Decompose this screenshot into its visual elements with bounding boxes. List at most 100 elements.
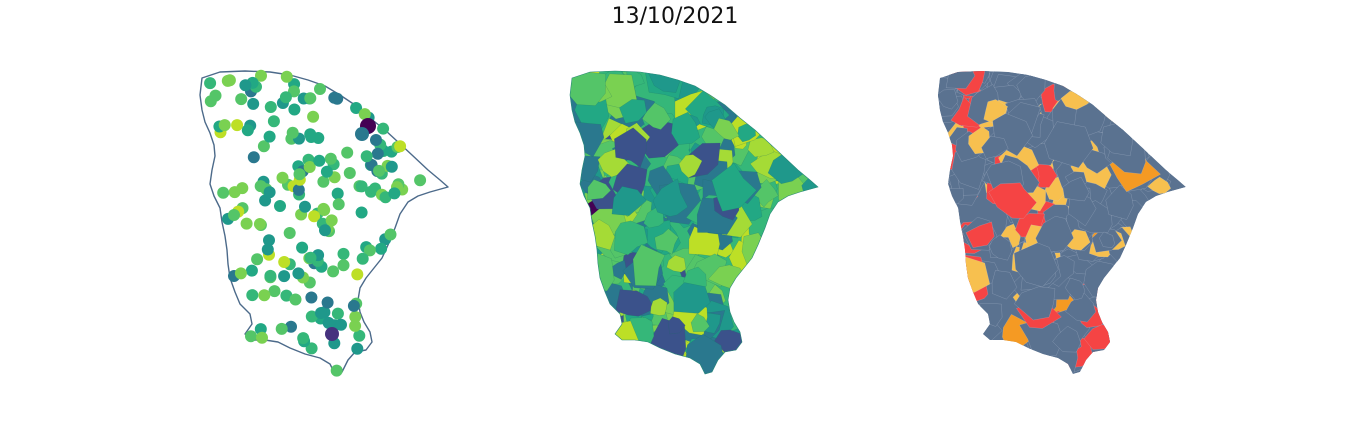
- station-point: [385, 160, 398, 173]
- station-point: [276, 171, 289, 184]
- state-outline: [569, 70, 819, 375]
- station-point: [363, 244, 376, 257]
- municipality: [988, 182, 1037, 219]
- station-point: [247, 151, 260, 164]
- municipality: [1147, 176, 1172, 195]
- municipality: [652, 178, 689, 217]
- station-point: [223, 74, 236, 87]
- station-point: [280, 289, 293, 302]
- municipality: [690, 313, 710, 333]
- station-point: [256, 331, 268, 344]
- station-point: [204, 77, 217, 90]
- municipality: [991, 270, 1018, 300]
- station-point: [303, 161, 316, 173]
- station-point: [239, 79, 252, 92]
- municipality: [1062, 176, 1090, 202]
- station-point: [307, 110, 320, 123]
- station-point: [246, 289, 259, 302]
- station-point: [251, 253, 264, 266]
- station-point: [267, 115, 280, 128]
- station-point: [247, 97, 260, 110]
- station-point: [263, 234, 275, 247]
- station-point: [349, 310, 362, 323]
- station-point: [228, 209, 240, 221]
- station-point: [325, 214, 338, 227]
- station-point: [353, 329, 366, 342]
- station-point: [293, 168, 306, 181]
- station-point: [331, 187, 344, 200]
- station-point: [304, 251, 317, 264]
- municipality: [989, 234, 1012, 261]
- station-point: [268, 285, 281, 298]
- station-point: [321, 296, 334, 309]
- figure-title: 13/10/2021: [611, 4, 739, 29]
- municipality: [614, 220, 649, 256]
- station-point: [304, 92, 317, 105]
- station-point: [388, 187, 401, 200]
- station-point: [370, 134, 382, 146]
- station-point: [264, 101, 277, 113]
- station-point: [278, 256, 291, 268]
- station-point: [292, 267, 305, 280]
- municipality-cells-continuous: [570, 71, 818, 374]
- station-point: [328, 91, 341, 104]
- municipality: [1065, 292, 1096, 323]
- station-point: [355, 206, 368, 219]
- station-point: [218, 119, 231, 132]
- municipality: [641, 102, 671, 130]
- station-point: [332, 198, 345, 211]
- municipality: [1105, 184, 1134, 220]
- station-point: [231, 119, 244, 132]
- municipality: [1035, 215, 1074, 253]
- municipality: [673, 282, 711, 314]
- station-point: [280, 70, 293, 83]
- station-map-panel: [199, 69, 449, 377]
- station-point: [263, 186, 276, 199]
- station-point: [255, 69, 267, 82]
- municipality: [1052, 325, 1082, 353]
- station-point: [318, 204, 331, 216]
- station-point: [240, 217, 253, 230]
- station-point: [355, 127, 369, 141]
- station-point: [331, 307, 344, 320]
- station-point: [245, 264, 258, 277]
- station-point: [308, 210, 321, 223]
- municipality: [650, 297, 668, 316]
- station-point: [285, 320, 297, 333]
- municipality: [614, 127, 647, 168]
- municipality: [965, 221, 995, 248]
- station-points: [204, 69, 427, 377]
- station-point: [279, 91, 292, 104]
- municipality: [570, 71, 606, 106]
- station-point: [327, 265, 340, 278]
- station-point: [322, 316, 335, 329]
- municipality: [711, 162, 757, 212]
- continuous-choropleth-panel: [569, 70, 819, 375]
- station-point: [337, 247, 350, 260]
- station-point: [241, 124, 254, 137]
- station-point: [257, 140, 270, 153]
- municipality: [1099, 231, 1115, 248]
- station-point: [313, 154, 326, 167]
- station-point: [349, 319, 362, 332]
- municipality: [654, 228, 679, 255]
- municipality: [1013, 286, 1056, 321]
- municipality: [1065, 277, 1086, 301]
- station-point: [258, 289, 271, 302]
- station-point: [320, 165, 333, 178]
- station-point: [324, 152, 337, 165]
- station-point: [261, 243, 274, 256]
- station-point: [347, 299, 360, 312]
- station-point: [299, 200, 311, 213]
- station-point: [235, 93, 248, 106]
- station-point: [314, 83, 326, 95]
- municipality-cells-categorical: [938, 71, 1186, 374]
- municipality: [587, 179, 612, 201]
- station-point: [253, 218, 266, 230]
- station-point: [288, 103, 301, 116]
- station-point: [278, 270, 291, 283]
- station-point: [350, 102, 363, 114]
- station-point: [283, 227, 296, 239]
- municipality: [619, 99, 647, 124]
